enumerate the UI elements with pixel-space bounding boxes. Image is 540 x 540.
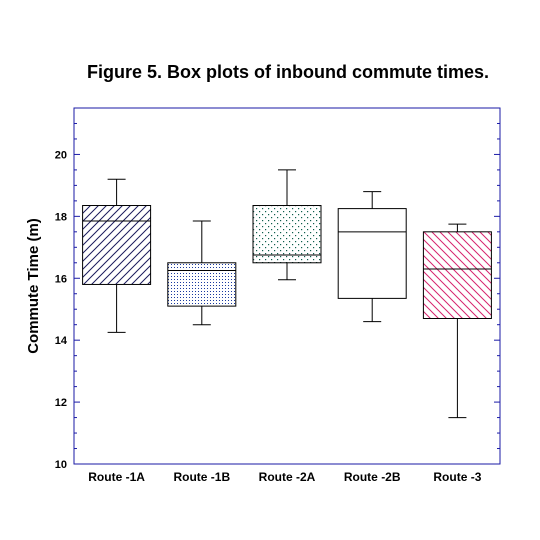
box-iqr	[337, 208, 407, 299]
box-iqr	[82, 205, 152, 285]
plot-frame	[73, 107, 501, 465]
box-4	[337, 191, 407, 323]
y-tick-label: 14	[55, 335, 68, 347]
box-iqr	[252, 205, 322, 264]
x-axis-labels: Route -1A Route -1B Route -2A Route -2B Rout…	[88, 470, 481, 484]
y-tick-label: 20	[55, 149, 67, 161]
chart-title: Figure 5. Box plots of inbound commute t…	[86, 62, 490, 82]
y-tick-label: 12	[55, 397, 67, 409]
x-category-label: Route -1A	[88, 470, 145, 484]
x-category-label: Route -2B	[344, 470, 401, 484]
x-category-label: Route -2A	[259, 470, 316, 484]
y-axis-title: Commute Time (m)	[25, 218, 42, 354]
y-tick-label: 18	[55, 211, 67, 223]
box-2	[167, 220, 237, 326]
x-category-label: Route -1B	[173, 470, 230, 484]
y-tick-label: 10	[55, 459, 67, 471]
box-iqr	[422, 231, 492, 320]
y-axis-ticks	[74, 107, 500, 465]
box-1	[82, 178, 152, 333]
box-3	[252, 169, 322, 281]
y-axis-labels: 10 12 14 16 18 20	[55, 149, 68, 471]
box-iqr	[167, 262, 237, 307]
boxes	[82, 169, 492, 419]
y-tick-label: 16	[55, 273, 67, 285]
box-5	[422, 223, 492, 419]
x-category-label: Route -3	[433, 470, 481, 484]
